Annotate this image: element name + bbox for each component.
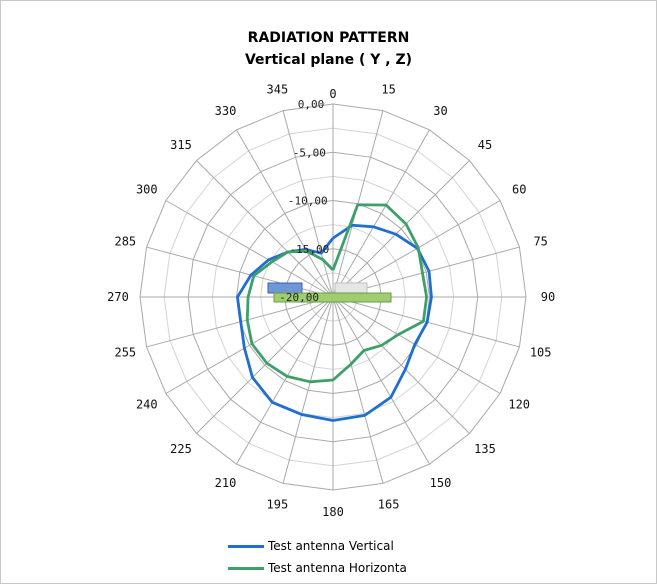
angle-tick-label: 285 bbox=[114, 234, 136, 248]
angle-tick-label: 300 bbox=[136, 183, 158, 197]
angle-tick-label: 345 bbox=[267, 82, 289, 96]
angle-tick-label: 210 bbox=[215, 476, 237, 490]
grid-spoke bbox=[236, 129, 334, 298]
grid-spoke bbox=[165, 200, 334, 298]
grid-spoke bbox=[332, 160, 470, 298]
grid-spoke bbox=[236, 296, 334, 465]
grid-spoke bbox=[332, 129, 430, 298]
angle-tick-label: 330 bbox=[215, 104, 237, 118]
legend: Test antenna Vertical Test antenna Horiz… bbox=[228, 535, 407, 579]
angle-tick-label: 135 bbox=[474, 442, 496, 456]
grid-spoke bbox=[196, 160, 334, 298]
angle-tick-label: 270 bbox=[107, 290, 129, 304]
legend-label-horizontal: Test antenna Horizonta bbox=[268, 561, 407, 575]
legend-item-horizontal: Test antenna Horizonta bbox=[228, 557, 407, 579]
angle-tick-label: 15 bbox=[381, 82, 395, 96]
grid-spoke bbox=[332, 296, 470, 434]
grid-spoke bbox=[282, 110, 334, 298]
grid-spoke bbox=[332, 296, 384, 484]
angle-tick-label: 105 bbox=[530, 346, 552, 360]
legend-swatch-horizontal bbox=[228, 566, 264, 570]
legend-swatch-vertical bbox=[228, 544, 264, 548]
angle-tick-label: 150 bbox=[430, 476, 452, 490]
angle-tick-label: 90 bbox=[541, 290, 555, 304]
angle-tick-label: 30 bbox=[433, 104, 447, 118]
angle-tick-label: 60 bbox=[512, 183, 526, 197]
angle-tick-label: 45 bbox=[478, 138, 492, 152]
center-marker-green bbox=[273, 292, 392, 303]
angle-tick-label: 240 bbox=[136, 398, 158, 412]
angle-tick-label: 75 bbox=[533, 234, 547, 248]
angle-tick-label: 180 bbox=[322, 505, 344, 519]
legend-label-vertical: Test antenna Vertical bbox=[268, 539, 394, 553]
grid-spoke bbox=[165, 296, 334, 394]
angle-tick-label: 165 bbox=[378, 498, 400, 512]
angle-tick-label: 255 bbox=[114, 346, 136, 360]
radial-tick-label: 0,00 bbox=[298, 98, 325, 111]
radial-tick-label: -20,00 bbox=[279, 291, 319, 304]
center-marker-gray bbox=[334, 282, 368, 294]
radial-tick-label: -15,00 bbox=[290, 243, 330, 256]
series-line-1 bbox=[245, 203, 429, 384]
radial-tick-label: -10,00 bbox=[288, 195, 328, 208]
angle-tick-label: 315 bbox=[170, 138, 192, 152]
grid-spoke bbox=[332, 296, 430, 465]
chart-title: RADIATION PATTERN bbox=[247, 30, 410, 46]
angle-tick-label: 120 bbox=[508, 398, 530, 412]
chart-subtitle: Vertical plane ( Y , Z) bbox=[244, 52, 412, 68]
radial-tick-label: -5,00 bbox=[293, 146, 326, 159]
angle-tick-label: 195 bbox=[267, 498, 289, 512]
angle-tick-label: 0 bbox=[329, 87, 336, 101]
grid-spoke bbox=[332, 296, 501, 394]
legend-item-vertical: Test antenna Vertical bbox=[228, 535, 407, 557]
grid-spoke bbox=[196, 296, 334, 434]
angle-tick-label: 225 bbox=[170, 442, 192, 456]
grid-spoke bbox=[282, 296, 334, 484]
